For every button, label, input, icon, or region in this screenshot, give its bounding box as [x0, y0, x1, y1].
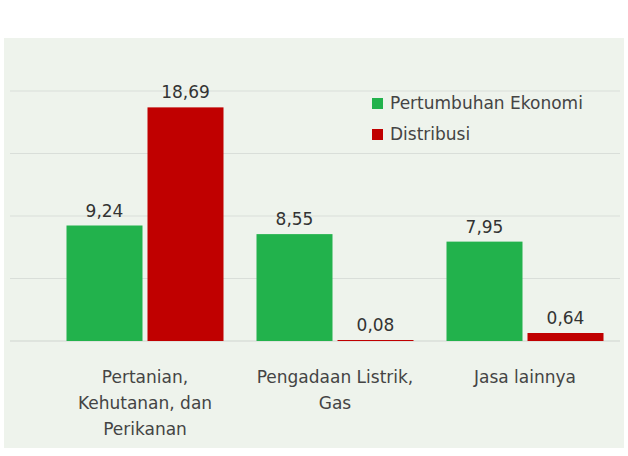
- chart: 9,24 18,69 Pertanian,Kehutanan, danPerikan…: [0, 0, 628, 456]
- legend-swatch: [372, 98, 383, 109]
- legend-label: Pertumbuhan Ekonomi: [390, 93, 583, 113]
- x-tick-label: Pertanian,Kehutanan, danPerikanan: [78, 367, 212, 439]
- chart-wrap: 9,24 18,69 Pertanian,Kehutanan, danPerikan…: [0, 0, 628, 456]
- x-tick-label: Jasa lainnya: [473, 367, 576, 387]
- data-label: 0,64: [547, 308, 585, 328]
- bar: [338, 340, 414, 341]
- data-label: 0,08: [357, 315, 395, 335]
- bar: [67, 226, 143, 342]
- data-label: 7,95: [466, 217, 504, 237]
- panel-background: [4, 38, 624, 448]
- legend-label: Distribusi: [390, 124, 470, 144]
- data-label: 8,55: [276, 209, 314, 229]
- bars: [67, 107, 604, 341]
- grid-line: [10, 153, 620, 154]
- data-label: 9,24: [86, 201, 124, 221]
- grid-line: [10, 91, 620, 92]
- bar: [447, 242, 523, 341]
- bar: [528, 333, 604, 341]
- labels: 9,24 18,69 Pertanian,Kehutanan, danPerikan…: [78, 82, 585, 439]
- bar: [148, 107, 224, 341]
- data-label: 18,69: [161, 82, 210, 102]
- legend-swatch: [372, 129, 383, 140]
- x-tick-label: Pengadaan Listrik,Gas: [257, 367, 414, 413]
- bar: [257, 234, 333, 341]
